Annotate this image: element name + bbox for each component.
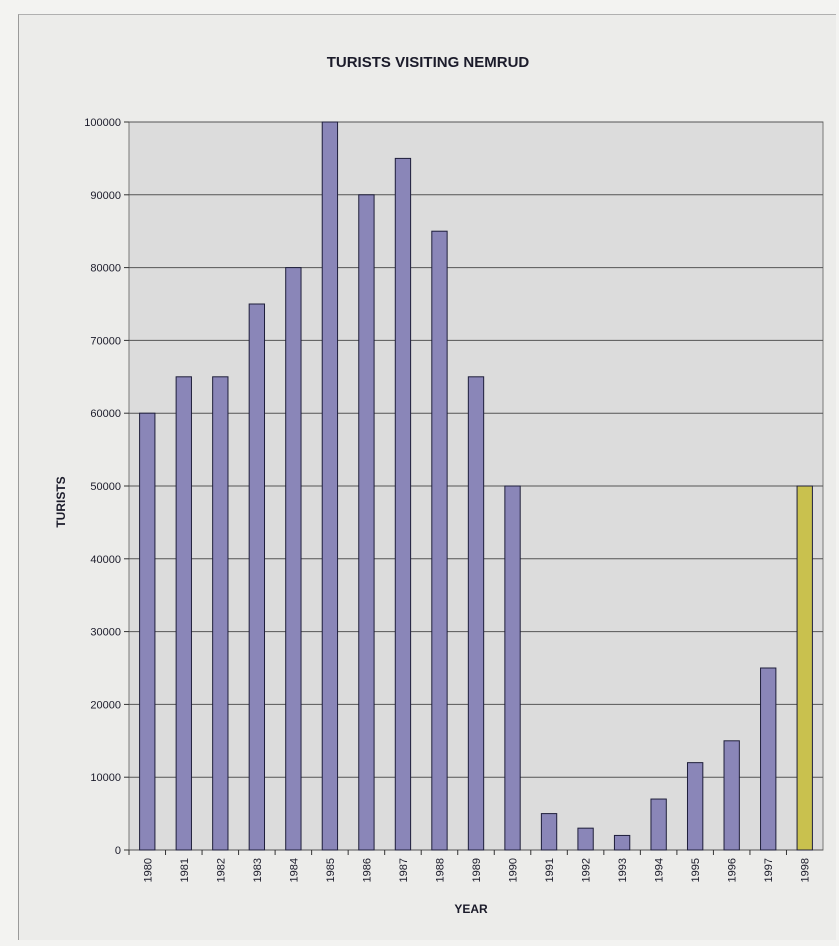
x-tick-label: 1995 [690,858,702,882]
bar-1988 [431,230,448,851]
x-tick-label: 1991 [544,858,556,882]
y-axis-title: TURISTS [54,476,68,527]
x-tick-label: 1985 [325,858,337,882]
x-tick-label: 1988 [434,858,446,882]
y-tick-label: 100000 [84,117,121,129]
x-tick-label: 1992 [581,858,593,882]
y-tick-label: 70000 [90,335,121,347]
bar-1991 [540,813,558,851]
bar-1993 [613,834,631,851]
y-tick-label: 50000 [90,481,121,493]
bar-1984 [285,267,302,851]
x-axis-title: YEAR [454,902,488,916]
y-tick-label: 90000 [90,190,121,202]
x-axis-ticks: 1980 1981 1982 1983 1984 1985 1986 1987 1988 1989… [128,850,812,882]
x-tick-label: 1980 [142,858,154,882]
x-tick-label: 1998 [800,858,812,882]
chart-title: TURISTS VISITING NEMRUD [327,54,530,71]
x-tick-label: 1993 [617,858,629,882]
bar-1998 [796,485,813,851]
y-tick-label: 10000 [90,772,121,784]
bar-1994 [650,798,667,851]
x-tick-label: 1981 [179,858,191,882]
bar-1987 [394,157,412,851]
bars [139,121,813,851]
x-tick-label: 1989 [471,858,483,882]
bar-1981 [175,376,192,851]
y-tick-label: 20000 [90,699,121,711]
x-tick-label: 1997 [763,858,775,882]
y-tick-label: 30000 [90,627,121,639]
bar-1995 [686,762,704,851]
y-tick-label: 0 [115,845,121,857]
bar-chart: TURISTS VISITING NEMRUD 0 10000 20000 30000… [54,54,824,916]
x-tick-label: 1986 [361,858,373,882]
bar-1982 [212,376,229,851]
x-tick-label: 1990 [508,858,520,882]
x-tick-label: 1996 [727,858,739,882]
y-axis-ticks: 0 10000 20000 30000 40000 50000 60000 70000 8000… [84,117,129,857]
y-tick-label: 80000 [90,263,121,275]
bar-1986 [358,194,375,851]
x-tick-label: 1994 [654,858,666,882]
x-tick-label: 1984 [288,858,300,882]
y-tick-label: 60000 [90,408,121,420]
x-tick-label: 1983 [252,858,264,882]
bar-1997 [760,667,777,851]
gridlines [129,121,823,851]
bar-1992 [577,827,594,851]
chart-frame: TURISTS VISITING NEMRUD 0 10000 20000 30000… [18,14,836,940]
bar-1990 [504,485,521,851]
bar-1983 [248,303,266,851]
bar-1985 [321,121,339,851]
bar-1989 [467,376,485,851]
x-tick-label: 1982 [215,858,227,882]
y-tick-label: 40000 [90,554,121,566]
bar-1996 [723,740,740,851]
bar-1980 [139,412,156,851]
x-tick-label: 1987 [398,858,410,882]
